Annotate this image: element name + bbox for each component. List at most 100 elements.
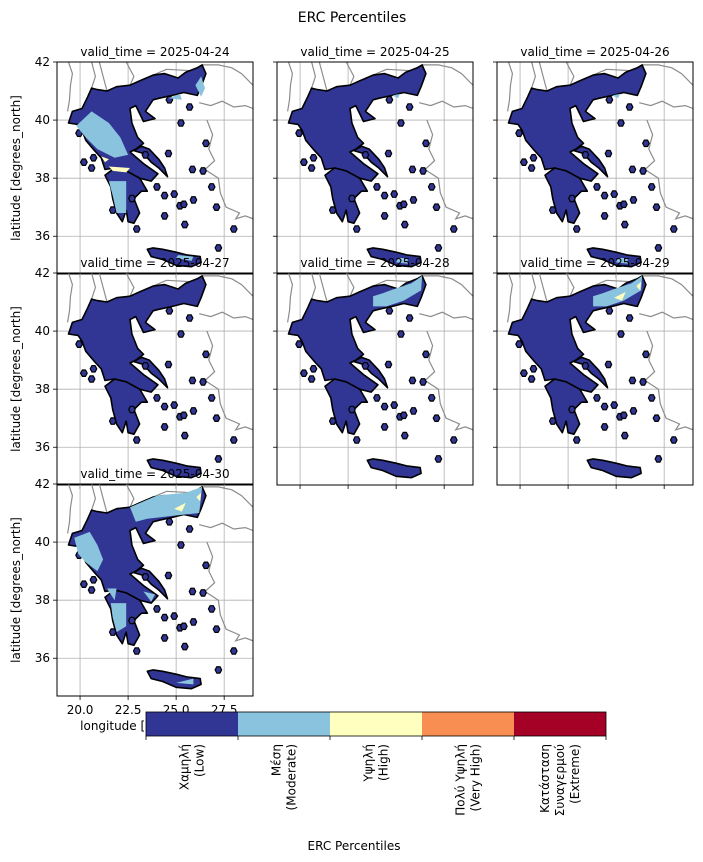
island-low-region <box>373 394 381 402</box>
island-low-region <box>165 517 174 526</box>
map-panel: valid_time = 2025-04-24 36 38 40 42 latitude … <box>9 45 254 278</box>
high-region <box>636 281 642 291</box>
country-border <box>531 273 537 300</box>
colorbar: Χαμηλή (Low) Μέση (Moderate) Υψηλή (High) Πολύ… <box>145 711 607 853</box>
map-panel: valid_time = 2025-04-27 36 38 40 42 latitude … <box>9 256 254 489</box>
island-low-region <box>352 436 361 444</box>
panel-frame <box>56 61 254 275</box>
island-low-region <box>165 306 174 315</box>
island-low-region <box>295 129 303 137</box>
colorbar-label: Πολύ Υψηλή (Very High) <box>454 744 483 816</box>
panel-title: valid_time = 2025-04-29 <box>520 256 669 270</box>
colorbar-label: Υψηλή (High) <box>362 744 391 783</box>
country-border <box>565 62 575 86</box>
island-low-region <box>160 212 169 220</box>
island-low-region <box>89 575 98 584</box>
island-low-region <box>180 431 189 440</box>
land-low-region <box>586 458 642 479</box>
island-low-region <box>189 618 198 626</box>
country-border <box>202 64 253 86</box>
island-low-region <box>600 212 609 220</box>
country-border <box>531 62 537 89</box>
land-low-region <box>287 64 427 182</box>
map-panel: valid_time = 2025-04-29 <box>493 256 694 489</box>
island-low-region <box>87 586 96 594</box>
island-low-region <box>619 411 628 420</box>
country-border <box>67 62 74 112</box>
island-low-region <box>384 360 393 369</box>
island-low-region <box>581 362 590 370</box>
island-low-region <box>397 119 405 127</box>
island-low-region <box>400 220 409 229</box>
island-low-region <box>380 402 389 411</box>
island-low-region <box>419 167 427 175</box>
island-low-region <box>434 244 443 252</box>
island-low-region <box>620 431 629 440</box>
y-tick-label: 40 <box>35 113 50 127</box>
island-low-region <box>647 183 656 191</box>
island-low-region <box>202 561 210 570</box>
island-low-region <box>177 541 185 549</box>
island-low-region <box>515 129 524 137</box>
island-low-region <box>170 612 179 620</box>
moderate-region <box>612 93 620 99</box>
island-low-region <box>361 151 370 159</box>
island-low-region <box>449 436 458 444</box>
island-low-region <box>652 414 661 422</box>
island-low-region <box>212 203 221 211</box>
island-low-region <box>617 119 625 127</box>
land-low-region <box>507 64 647 182</box>
land-low-region <box>146 247 202 268</box>
island-low-region <box>434 455 443 463</box>
moderate-region <box>373 275 423 307</box>
island-low-region <box>128 405 136 414</box>
island-low-region <box>309 154 318 162</box>
island-low-region <box>405 314 414 322</box>
island-low-region <box>229 225 238 233</box>
island-low-region <box>300 369 308 377</box>
island-low-region <box>572 436 581 444</box>
island-low-region <box>400 200 408 209</box>
island-low-region <box>108 206 117 214</box>
y-tick-label: 38 <box>35 382 50 396</box>
panel-title: valid_time = 2025-04-27 <box>80 256 229 270</box>
island-low-region <box>432 203 441 211</box>
moderate-region <box>396 258 408 264</box>
country-border <box>538 273 548 303</box>
moderate-region <box>76 111 129 158</box>
y-tick-label: 40 <box>35 324 50 338</box>
island-low-region <box>188 587 197 596</box>
panel-frame <box>496 272 694 486</box>
moderate-region <box>176 255 194 261</box>
island-low-region <box>669 436 678 444</box>
island-low-region <box>384 149 393 158</box>
country-border <box>424 330 473 431</box>
island-low-region <box>189 196 198 204</box>
island-low-region <box>400 431 409 440</box>
country-border <box>125 273 135 297</box>
island-low-region <box>385 95 394 104</box>
y-tick-label: 36 <box>35 651 50 665</box>
island-low-region <box>647 394 656 402</box>
land-low-region <box>146 669 202 690</box>
moderate-region <box>616 258 628 264</box>
island-low-region <box>199 589 207 597</box>
moderate-region <box>143 591 155 602</box>
svg-text:Πολύ Υψηλή: Πολύ Υψηλή <box>454 744 468 816</box>
island-low-region <box>600 423 609 431</box>
y-tick-label: 42 <box>35 477 50 491</box>
moderate-region <box>74 531 104 572</box>
country-border <box>538 62 548 92</box>
moderate-region <box>176 678 194 685</box>
moderate-region <box>392 93 400 99</box>
island-low-region <box>515 340 524 348</box>
island-low-region <box>160 402 169 411</box>
island-low-region <box>605 306 614 315</box>
moderate-region <box>130 486 203 522</box>
moderate-region <box>593 275 643 307</box>
country-border <box>67 273 74 323</box>
island-low-region <box>229 436 238 444</box>
country-border <box>199 100 253 110</box>
island-low-region <box>212 625 221 634</box>
